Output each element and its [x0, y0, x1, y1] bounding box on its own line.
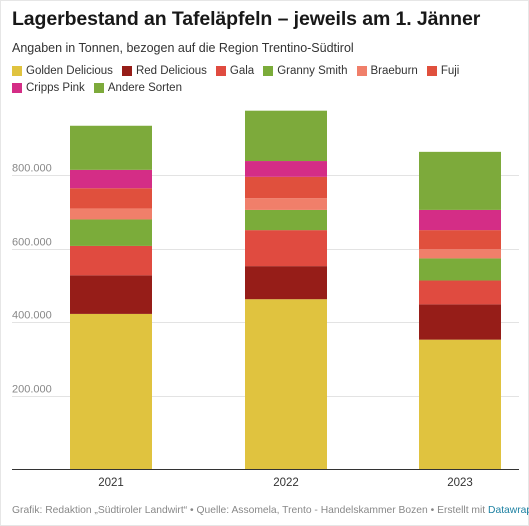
x-tick-label: 2021 [98, 477, 124, 489]
bar-segment-cripps-pink [419, 209, 501, 231]
legend-item: Granny Smith [263, 63, 348, 79]
created-with-text: Erstellt mit [437, 505, 486, 516]
bar-segment-golden-delicious [245, 299, 327, 469]
bar-segment-braeburn [419, 249, 501, 259]
legend-item: Braeburn [356, 63, 418, 79]
bar-segment-fuji [245, 176, 327, 199]
chart-subtitle: Angaben in Tonnen, bezogen auf die Regio… [12, 41, 354, 55]
legend-label: Red Delicious [135, 65, 207, 77]
source-text: Assomela, Trento - Handelskammer Bozen [231, 505, 428, 516]
bar-segment-andere-sorten [70, 125, 152, 170]
legend-label: Golden Delicious [26, 65, 113, 77]
legend-label: Gala [229, 65, 255, 77]
bar-segment-braeburn [70, 208, 152, 220]
legend-label: Andere Sorten [107, 82, 182, 94]
bar-segment-red-delicious [419, 304, 501, 340]
legend-swatch [121, 66, 132, 76]
bar-segment-cripps-pink [70, 169, 152, 189]
bar-segment-granny-smith [245, 209, 327, 231]
chart-legend: Golden Delicious Red Delicious Gala Granny … [12, 63, 522, 97]
legend-item: Gala [215, 63, 255, 79]
bar-segment-fuji [419, 230, 501, 250]
legend-item: Andere Sorten [93, 80, 182, 96]
credit-text: Redaktion „Südtiroler Landwirt“ [45, 505, 188, 516]
legend-swatch [356, 66, 367, 76]
legend-label: Braeburn [370, 65, 418, 77]
bar-segment-cripps-pink [245, 161, 327, 177]
bar-segment-granny-smith [70, 219, 152, 246]
legend-label: Fuji [440, 65, 460, 77]
y-tick-label: 400.000 [12, 310, 52, 322]
legend-item: Red Delicious [121, 63, 207, 79]
chart-title: Lagerbestand an Tafeläpfeln – jeweils am… [12, 8, 481, 30]
source-label: Quelle: [196, 505, 230, 516]
legend-swatch [12, 83, 22, 93]
bar-segment-gala [70, 245, 152, 276]
legend-label: Cripps Pink [26, 82, 85, 94]
footer-separator: • [190, 505, 194, 516]
y-tick-label: 600.000 [12, 237, 52, 249]
bar-segment-red-delicious [70, 275, 152, 314]
legend-swatch [93, 83, 104, 93]
legend-label: Granny Smith [277, 65, 348, 77]
x-tick-label: 2022 [273, 477, 299, 489]
legend-item: Golden Delicious [12, 63, 113, 79]
datawrapper-link[interactable]: Datawrapper [488, 505, 529, 516]
bar-segment-gala [245, 230, 327, 267]
legend-item: Fuji [426, 63, 460, 79]
legend-item: Cripps Pink [12, 80, 85, 96]
bar-segment-braeburn [245, 198, 327, 210]
bar-segment-golden-delicious [70, 313, 152, 469]
bar-segment-gala [419, 280, 501, 305]
legend-swatch [12, 66, 22, 76]
legend-swatch [215, 66, 226, 76]
footer-separator: • [430, 505, 435, 516]
bar-segment-red-delicious [245, 266, 327, 300]
y-tick-label: 800.000 [12, 163, 52, 175]
legend-swatch [263, 66, 274, 76]
legend-swatch [426, 66, 437, 76]
bar-segment-andere-sorten [245, 110, 327, 162]
bar-segment-granny-smith [419, 258, 501, 281]
chart-footer: Grafik: Redaktion „Südtiroler Landwirt“ … [12, 505, 529, 516]
bar-segment-fuji [70, 188, 152, 209]
bar-segment-andere-sorten [419, 151, 501, 210]
credit-label: Grafik: [12, 505, 43, 516]
y-tick-label: 200.000 [12, 384, 52, 396]
x-tick-label: 2023 [447, 477, 473, 489]
bar-segment-golden-delicious [419, 339, 501, 469]
